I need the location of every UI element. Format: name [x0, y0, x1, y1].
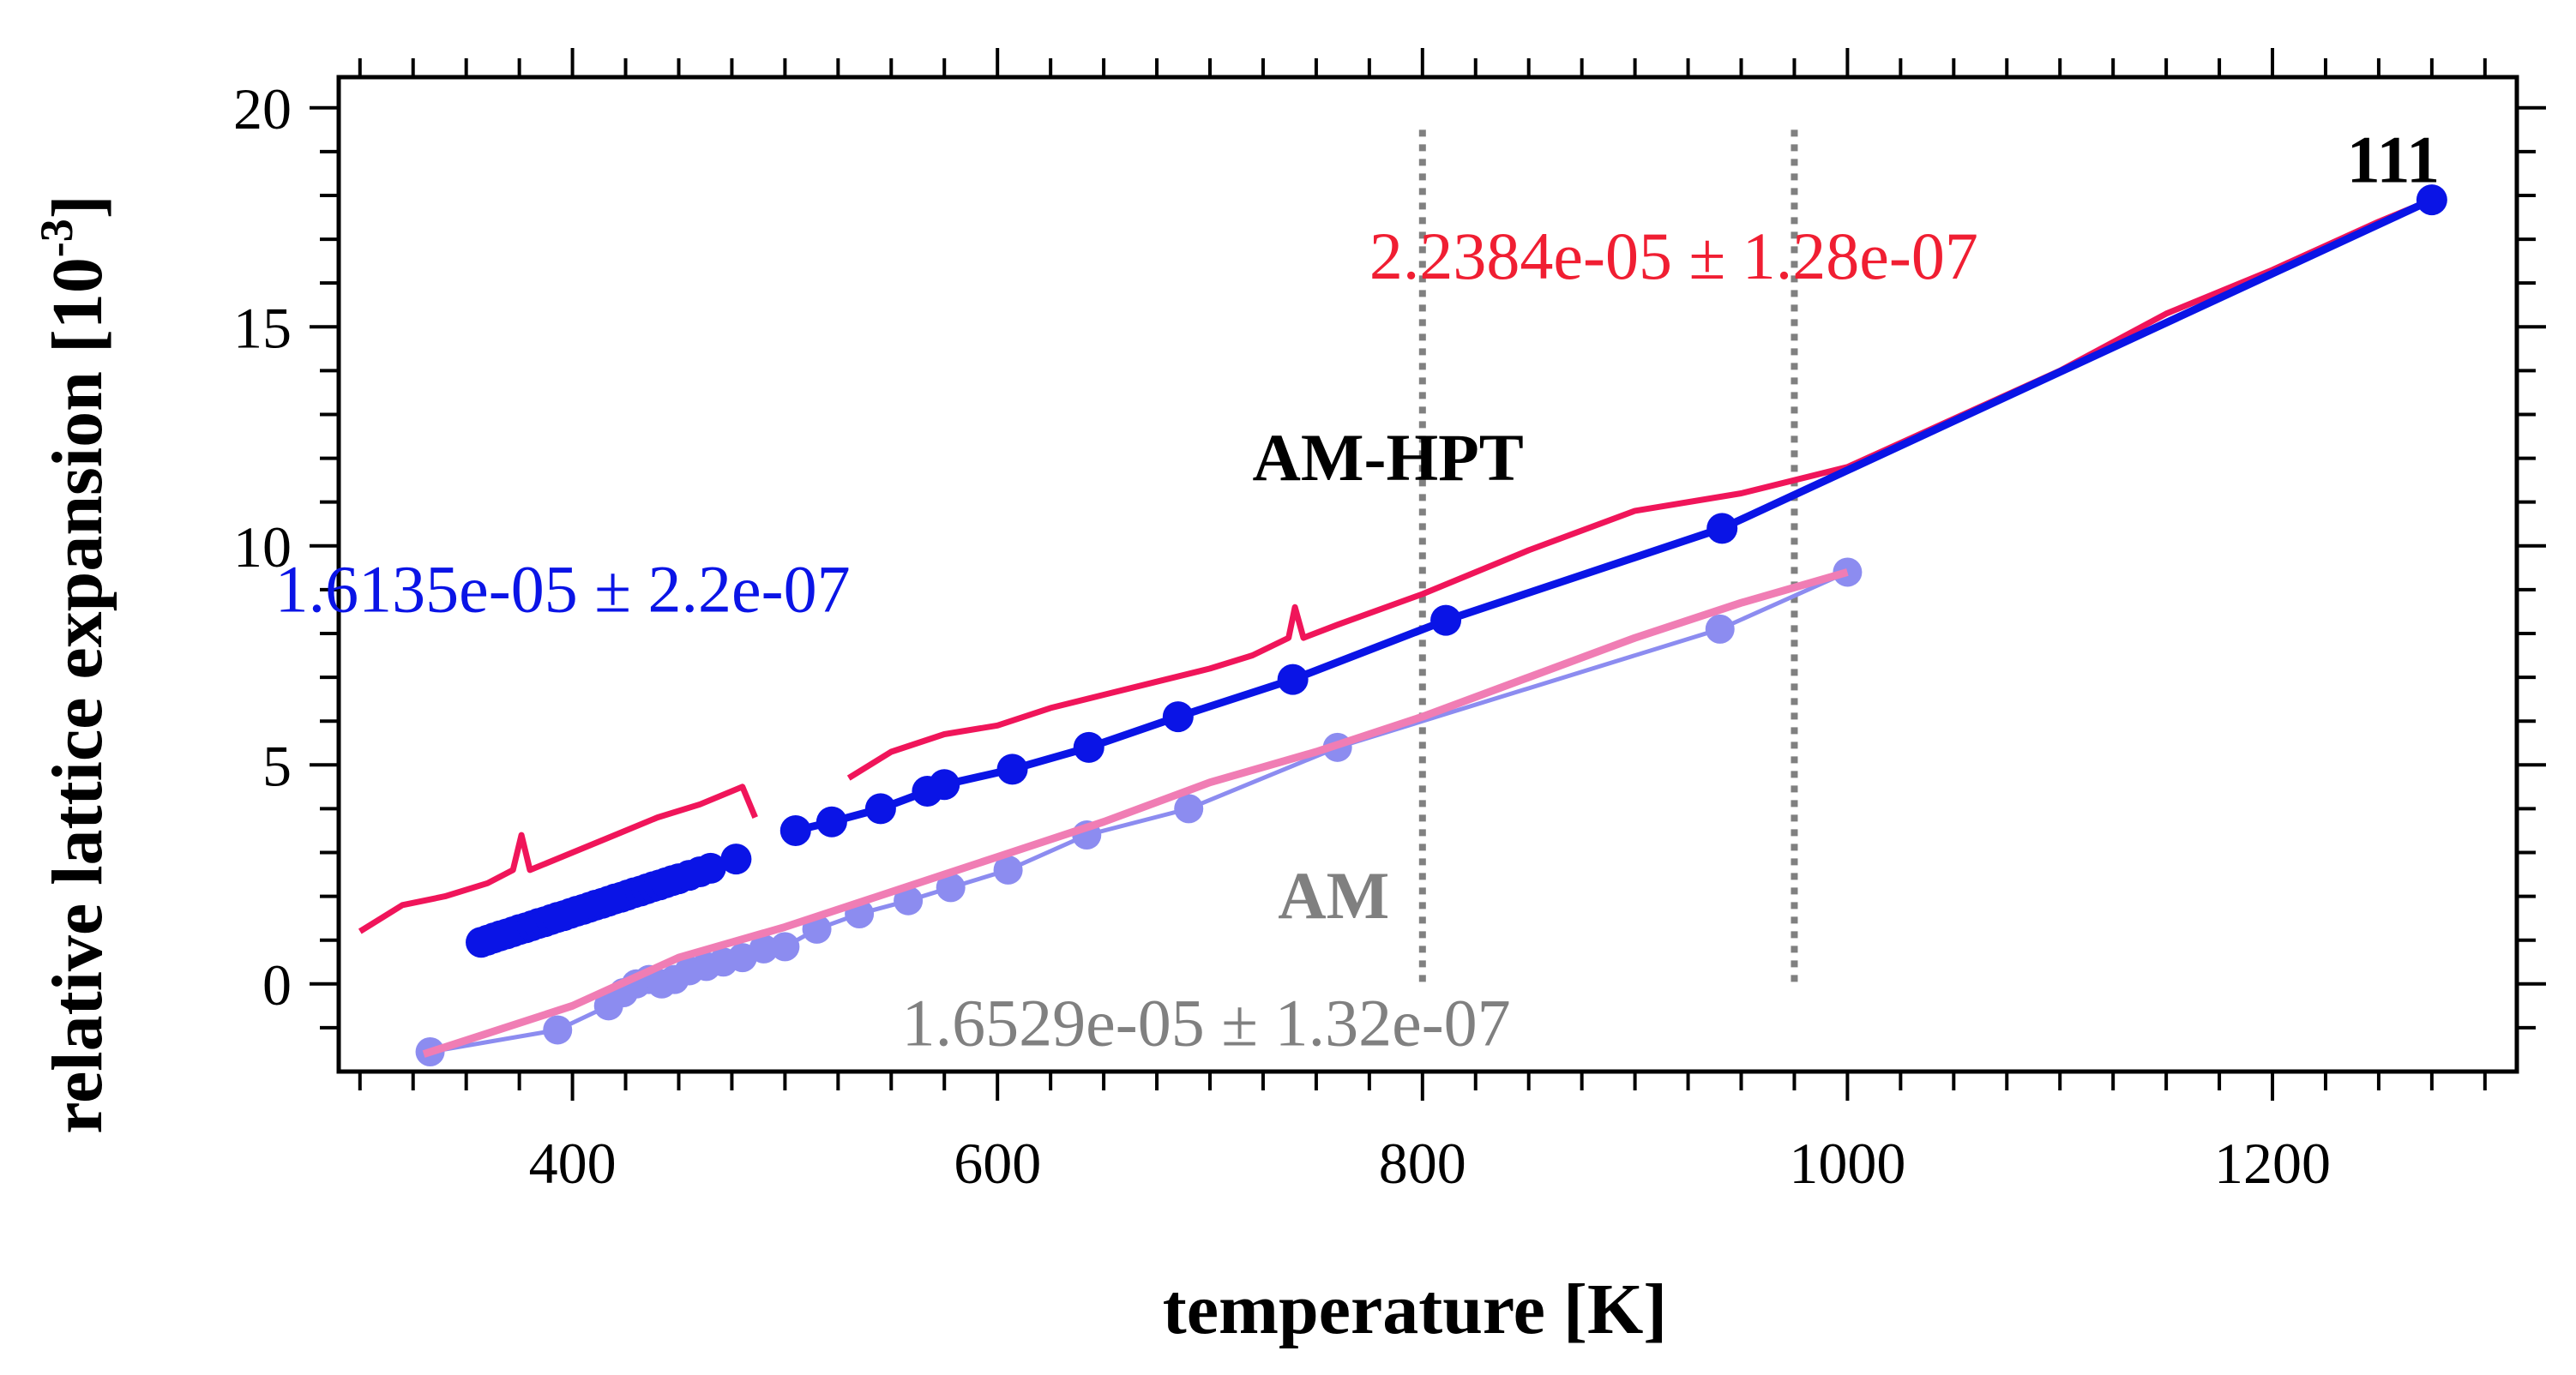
- am-data-point: [770, 932, 800, 962]
- y-tick-label: 20: [233, 76, 292, 141]
- y-axis-title: relative lattice expansion [10-3]: [31, 195, 117, 1134]
- x-tick-label: 1200: [2214, 1131, 2331, 1196]
- annotation-label: 2.2384e-05 ± 1.28e-07: [1369, 219, 1978, 293]
- am-hpt-data-point: [864, 793, 896, 825]
- y-tick-label: 0: [262, 952, 292, 1018]
- am-hpt-data-point: [1073, 731, 1104, 763]
- y-tick-label: 15: [233, 295, 292, 360]
- y-axis-title-exponent: -3: [31, 219, 82, 257]
- tick-labels: 400 600 800 1000 1200 0 5 10 15 20: [233, 76, 2331, 1196]
- annotation-label: 1.6135e-05 ± 2.2e-07: [275, 551, 851, 626]
- annotation-label: 1.6529e-05 ± 1.32e-07: [902, 985, 1511, 1060]
- am-hpt-data-point: [1277, 663, 1309, 695]
- x-axis-title: temperature [K]: [1163, 1270, 1668, 1349]
- am-hpt-data-point: [720, 844, 752, 875]
- am-data-point: [1833, 557, 1863, 587]
- y-tick-label: 10: [233, 514, 292, 579]
- axis-ticks: [310, 48, 2546, 1101]
- am-data-point: [936, 873, 966, 903]
- am-hpt-data-point: [1706, 513, 1738, 544]
- am-hpt-data-point: [929, 769, 960, 801]
- y-axis-title-main: relative lattice expansion [10: [38, 257, 117, 1134]
- am-hpt-data-point: [996, 754, 1028, 785]
- am-data-point: [543, 1015, 573, 1045]
- plot-border: [336, 75, 2519, 1074]
- reference-lines: [1418, 129, 1798, 988]
- am-data-point: [1174, 794, 1204, 824]
- am-hpt-data-point: [1162, 701, 1194, 733]
- am-hpt-data-point: [695, 852, 726, 884]
- am-data-point: [993, 855, 1023, 885]
- annotation-label: AM: [1278, 858, 1389, 933]
- plot-frame: [336, 75, 2519, 1074]
- x-tick-label: 1000: [1789, 1131, 1905, 1196]
- x-tick-label: 600: [954, 1131, 1041, 1196]
- am-hpt-data-point: [1430, 604, 1462, 636]
- am-data-point: [749, 934, 779, 964]
- annotation-label: AM-HPT: [1253, 420, 1524, 495]
- annotation-label: 111: [2347, 123, 2440, 197]
- x-tick-label: 400: [529, 1131, 617, 1196]
- am-hpt-data-point: [779, 814, 811, 846]
- am-hpt-data-point: [816, 806, 847, 838]
- plot-series: [358, 184, 2447, 1067]
- y-axis-title-close: ]: [38, 195, 117, 219]
- y-tick-label: 5: [262, 733, 292, 798]
- annotations: 111 2.2384e-05 ± 1.28e-07 AM-HPT 1.6135e-05…: [275, 123, 2441, 1060]
- am-data-point: [894, 886, 924, 916]
- x-tick-label: 800: [1379, 1131, 1466, 1196]
- am-hpt-data-point: [2416, 184, 2447, 216]
- am-hpt-measured-line: [358, 784, 758, 934]
- am-data-point: [1705, 614, 1735, 644]
- am-measured-line: [422, 568, 1849, 1058]
